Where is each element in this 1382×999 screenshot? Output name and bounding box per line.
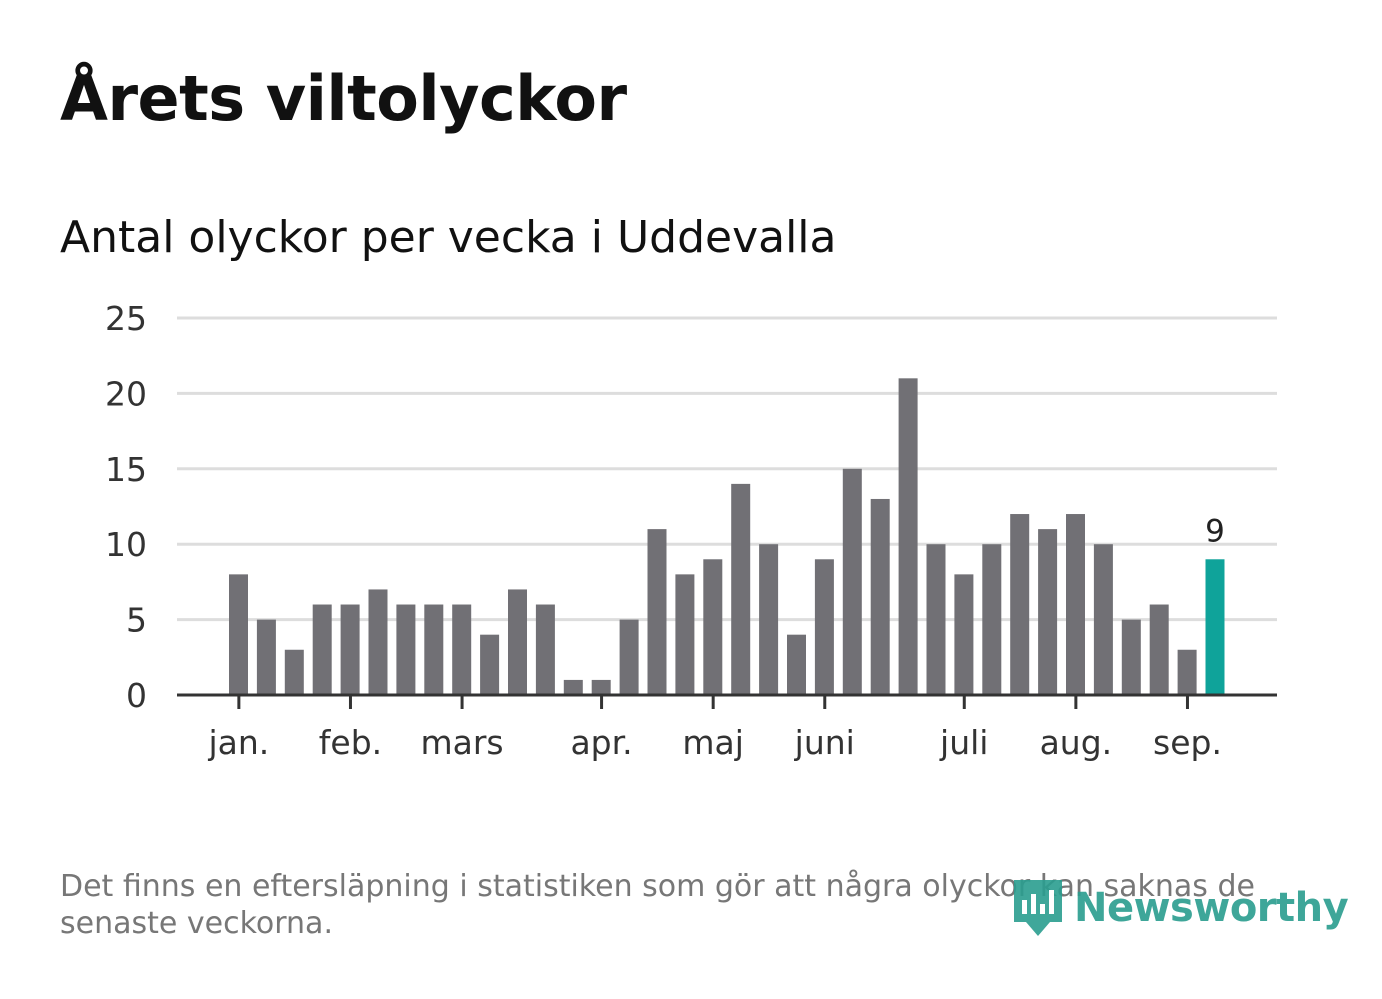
- bar: [1038, 529, 1058, 695]
- x-tick-label: mars: [420, 723, 503, 762]
- bar: [368, 589, 388, 695]
- bar: [731, 483, 751, 695]
- bar: [619, 619, 639, 695]
- y-tick-label: 25: [105, 299, 147, 338]
- newsworthy-logo[interactable]: Newsworthy: [1010, 876, 1349, 940]
- x-tick-label: aug.: [1040, 723, 1113, 762]
- bar: [563, 679, 583, 695]
- x-tick-label: feb.: [319, 723, 382, 762]
- bar-highlight: [1205, 559, 1225, 695]
- bar: [396, 604, 416, 695]
- bar: [870, 498, 890, 695]
- bar: [340, 604, 360, 695]
- bar-chart-badge-icon: [1014, 880, 1062, 936]
- bar: [1149, 604, 1169, 695]
- y-tick-label: 0: [126, 676, 147, 715]
- chart-subtitle: Antal olyckor per vecka i Uddevalla: [60, 212, 837, 263]
- bar: [1177, 649, 1197, 695]
- bar: [452, 604, 472, 695]
- x-axis: [177, 693, 1277, 709]
- labels: 0 5 10 15 20 25 9 jan. feb. mars apr. maj juni juli au…: [105, 299, 1225, 762]
- x-tick-label: apr.: [570, 723, 632, 762]
- bar: [1093, 544, 1113, 695]
- bar: [898, 378, 918, 695]
- bar: [842, 468, 862, 695]
- bar: [256, 619, 276, 695]
- bar: [229, 574, 248, 695]
- chart-title: Årets viltolyckor: [60, 62, 627, 135]
- bar: [1121, 619, 1141, 695]
- x-tick-label: sep.: [1153, 723, 1222, 762]
- bar: [759, 544, 779, 695]
- bar: [591, 679, 611, 695]
- bars: [229, 378, 1225, 695]
- x-tick-label: maj: [682, 723, 744, 762]
- bar: [1010, 514, 1030, 695]
- x-tick-label: juni: [794, 723, 855, 762]
- bar: [954, 574, 974, 695]
- y-tick-label: 5: [126, 601, 147, 640]
- bar: [647, 529, 667, 695]
- bar: [508, 589, 527, 695]
- bar: [480, 634, 500, 695]
- bar: [703, 559, 723, 695]
- bar: [424, 604, 444, 695]
- bar: [284, 649, 304, 695]
- x-tick-label: jan.: [207, 723, 269, 762]
- bar: [312, 604, 332, 695]
- y-tick-label: 15: [105, 450, 147, 489]
- bar: [982, 544, 1002, 695]
- bar: [926, 544, 946, 695]
- logo-text: Newsworthy: [1074, 885, 1349, 931]
- bar: [814, 559, 834, 695]
- bar: [787, 634, 806, 695]
- y-tick-label: 20: [105, 374, 147, 413]
- bar: [1066, 514, 1085, 695]
- y-tick-label: 10: [105, 525, 147, 564]
- gridlines: [177, 316, 1277, 622]
- x-tick-label: juli: [939, 723, 988, 762]
- data-label: 9: [1205, 513, 1225, 549]
- bar: [535, 604, 555, 695]
- bar: [675, 574, 695, 695]
